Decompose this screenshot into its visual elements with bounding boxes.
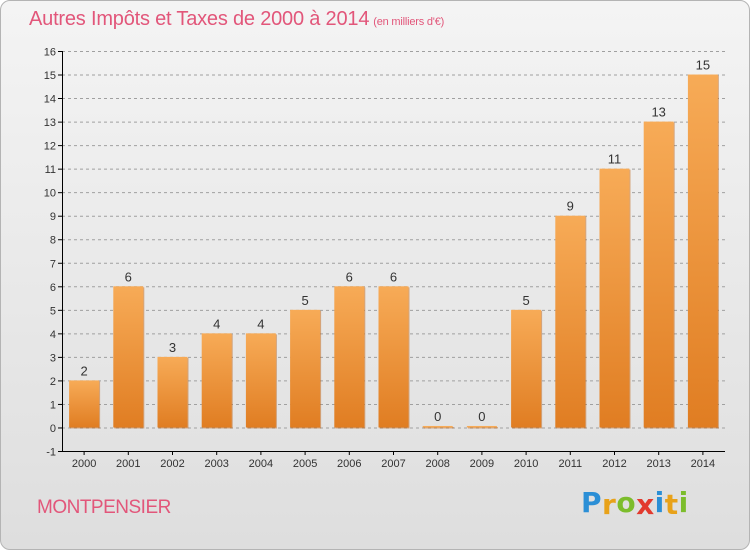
bar-value-label: 6 — [346, 269, 353, 284]
x-tick-label: 2003 — [204, 458, 228, 470]
logo-letter: i — [678, 486, 689, 519]
y-tick-label: 2 — [50, 376, 56, 388]
x-tick-label: 2002 — [160, 458, 184, 470]
bar-value-label: 3 — [169, 340, 176, 355]
logo-letter: P — [581, 486, 603, 519]
bar-value-label: 0 — [478, 409, 485, 424]
x-tick-label: 2005 — [293, 458, 317, 470]
bar-2010 — [511, 309, 542, 428]
bar-value-label: 5 — [522, 293, 529, 308]
logo-letter: r — [602, 488, 617, 521]
x-tick-label: 2009 — [470, 458, 494, 470]
y-tick-label: 4 — [50, 329, 56, 341]
bar-value-label: 13 — [651, 105, 665, 120]
x-tick-label: 2006 — [337, 458, 361, 470]
y-tick-label: 3 — [50, 352, 56, 364]
chart-title-text: Autres Impôts et Taxes de 2000 à 2014 — [29, 8, 370, 30]
y-tick-label: 7 — [50, 258, 56, 270]
chart-title: Autres Impôts et Taxes de 2000 à 2014 (en… — [29, 8, 444, 31]
bar-2009 — [466, 425, 497, 428]
x-tick-label: 2008 — [425, 458, 449, 470]
bar-2011 — [555, 215, 586, 428]
bar-2012 — [599, 168, 630, 428]
location-name: MONTPENSIER — [37, 497, 171, 518]
bar-2000 — [69, 380, 100, 428]
y-tick-label: 8 — [50, 235, 56, 247]
y-tick-label: 14 — [44, 94, 56, 106]
bar-2007 — [378, 286, 409, 428]
bar-value-label: 15 — [696, 58, 710, 73]
x-tick-label: 2004 — [249, 458, 273, 470]
bar-2006 — [334, 286, 365, 428]
proxiti-logo: Proxiti — [581, 486, 689, 521]
bars — [69, 74, 719, 429]
x-tick-label: 2007 — [381, 458, 405, 470]
logo-letter: o — [616, 486, 637, 519]
bar-2005 — [290, 309, 321, 428]
bar-value-label: 0 — [434, 409, 441, 424]
x-tick-label: 2010 — [514, 458, 538, 470]
y-tick-label: -1 — [46, 447, 56, 459]
bar-2014 — [687, 74, 718, 428]
bar-value-label: 11 — [608, 152, 622, 167]
bar-2013 — [643, 121, 674, 428]
y-tick-label: 0 — [50, 423, 56, 435]
bar-value-label: 4 — [257, 316, 264, 331]
y-tick-label: 15 — [44, 70, 56, 82]
bar-value-label: 6 — [125, 269, 132, 284]
chart-subtitle: (en milliers d'€) — [373, 16, 445, 28]
bar-2008 — [422, 425, 453, 428]
y-tick-label: 6 — [50, 282, 56, 294]
bar-value-label: 2 — [80, 363, 87, 378]
y-tick-label: 13 — [44, 117, 56, 129]
x-tick-label: 2013 — [646, 458, 670, 470]
x-tick-label: 2011 — [558, 458, 582, 470]
x-tick-label: 2001 — [116, 458, 140, 470]
x-tick-label: 2012 — [602, 458, 626, 470]
bar-value-label: 5 — [301, 293, 308, 308]
y-tick-label: 5 — [50, 305, 56, 317]
y-tick-label: 11 — [45, 164, 56, 176]
bar-shadow — [423, 426, 454, 429]
bar-value-label: 6 — [390, 269, 397, 284]
bar-value-label: 4 — [213, 316, 220, 331]
y-tick-label: 12 — [44, 141, 56, 153]
bar-2002 — [157, 356, 188, 428]
y-tick-label: 10 — [44, 188, 56, 200]
y-tick-label: 16 — [44, 47, 56, 59]
x-tick-label: 2014 — [691, 458, 715, 470]
data-labels: 2 6 3 4 4 5 6 6 0 0 5 9 11 13 15 — [80, 58, 710, 424]
y-tick-label: 9 — [50, 211, 56, 223]
logo-letter: t — [664, 488, 679, 521]
y-tick-label: 1 — [50, 399, 56, 411]
bar-2003 — [201, 333, 232, 428]
bar-shadow — [467, 426, 498, 429]
bar-value-label: 9 — [567, 199, 574, 214]
bar-2004 — [245, 333, 276, 428]
x-tick-label: 2000 — [72, 458, 96, 470]
logo-letter: x — [636, 488, 655, 521]
bar-2001 — [113, 286, 144, 428]
logo-letter: i — [654, 486, 665, 519]
